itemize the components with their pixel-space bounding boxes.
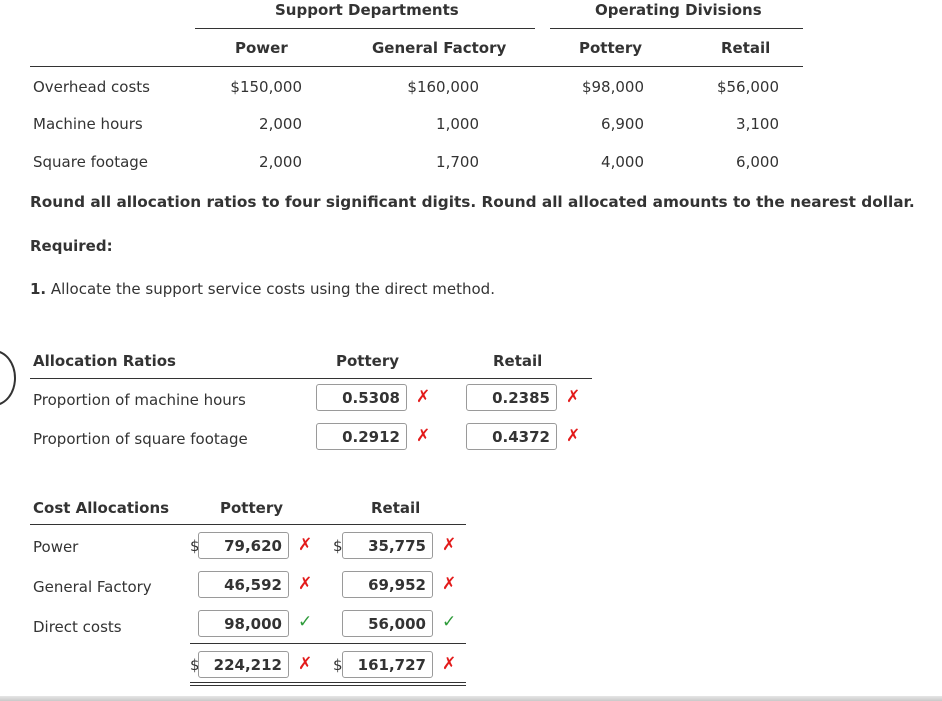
cost-allocations-title: Cost Allocations [33, 499, 170, 517]
page-bottom-edge [0, 696, 942, 701]
allocation-power-retail-input[interactable]: 35,775 [342, 532, 433, 559]
allocation-ratios-title: Allocation Ratios [33, 352, 176, 370]
support-divider [195, 28, 535, 29]
task-instruction: 1. Allocate the support service costs us… [30, 280, 495, 298]
operating-divider [550, 28, 803, 29]
task-number: 1. [30, 280, 47, 298]
column-header-pottery: Pottery [579, 39, 642, 57]
square-footage-general-factory: 1,700 [436, 153, 479, 171]
dollar-sign: $ [333, 537, 343, 555]
incorrect-icon: ✗ [416, 426, 431, 446]
incorrect-icon: ✗ [298, 574, 313, 594]
column-header-general-factory: General Factory [372, 39, 507, 57]
allocations-header-divider [30, 524, 466, 525]
ratios-header-divider [30, 378, 592, 379]
required-label: Required: [30, 237, 113, 255]
allocation-total-retail-input[interactable]: 161,727 [342, 651, 433, 678]
allocation-general-factory-retail-input[interactable]: 69,952 [342, 571, 433, 598]
allocation-label-general-factory: General Factory [33, 578, 152, 596]
column-header-power: Power [235, 39, 288, 57]
machine-hours-power: 2,000 [259, 115, 302, 133]
machine-hours-general-factory: 1,000 [436, 115, 479, 133]
overhead-power: $150,000 [230, 78, 302, 96]
square-footage-pottery: 4,000 [601, 153, 644, 171]
incorrect-icon: ✗ [442, 574, 457, 594]
ratio-square-footage-retail-input[interactable]: 0.4372 [466, 423, 557, 450]
ratio-square-footage-pottery-input[interactable]: 0.2912 [316, 423, 407, 450]
row-label-machine-hours: Machine hours [33, 115, 143, 133]
rounding-instruction: Round all allocation ratios to four sign… [30, 193, 915, 211]
incorrect-icon: ✗ [442, 654, 457, 674]
incorrect-icon: ✗ [298, 535, 313, 555]
ratio-label-square-footage: Proportion of square footage [33, 430, 248, 448]
overhead-pottery: $98,000 [581, 78, 644, 96]
ratio-machine-hours-pottery-input[interactable]: 0.5308 [316, 384, 407, 411]
total-double-rule-2 [190, 685, 466, 686]
square-footage-retail: 6,000 [736, 153, 779, 171]
check-icon: ✓ [298, 612, 313, 632]
support-departments-header: Support Departments [275, 1, 459, 19]
allocation-label-direct-costs: Direct costs [33, 618, 122, 636]
total-double-rule-1 [190, 682, 466, 683]
operating-divisions-header: Operating Divisions [595, 1, 762, 19]
check-icon: ✓ [442, 612, 457, 632]
incorrect-icon: ✗ [566, 426, 581, 446]
allocation-label-power: Power [33, 538, 79, 556]
row-label-overhead-costs: Overhead costs [33, 78, 150, 96]
machine-hours-retail: 3,100 [736, 115, 779, 133]
column-header-retail: Retail [721, 39, 771, 57]
dollar-sign: $ [190, 537, 200, 555]
allocation-power-pottery-input[interactable]: 79,620 [198, 532, 289, 559]
ratio-label-machine-hours: Proportion of machine hours [33, 391, 246, 409]
row-label-square-footage: Square footage [33, 153, 149, 171]
allocation-direct-costs-pottery-input[interactable]: 98,000 [198, 610, 289, 637]
dollar-sign: $ [190, 656, 200, 674]
ratio-machine-hours-retail-input[interactable]: 0.2385 [466, 384, 557, 411]
overhead-retail: $56,000 [716, 78, 779, 96]
allocation-general-factory-pottery-input[interactable]: 46,592 [198, 571, 289, 598]
overhead-general-factory: $160,000 [407, 78, 479, 96]
header-divider [30, 66, 803, 67]
machine-hours-pottery: 6,900 [601, 115, 644, 133]
ratios-column-pottery: Pottery [336, 352, 399, 370]
allocation-total-pottery-input[interactable]: 224,212 [198, 651, 289, 678]
allocations-column-pottery: Pottery [220, 499, 283, 517]
incorrect-icon: ✗ [442, 535, 457, 555]
task-text: Allocate the support service costs using… [50, 280, 495, 298]
square-footage-power: 2,000 [259, 153, 302, 171]
total-top-rule [190, 643, 466, 644]
allocations-column-retail: Retail [371, 499, 421, 517]
dollar-sign: $ [333, 656, 343, 674]
incorrect-icon: ✗ [566, 387, 581, 407]
ratios-column-retail: Retail [493, 352, 543, 370]
question-marker-circle [0, 350, 16, 406]
incorrect-icon: ✗ [416, 387, 431, 407]
allocation-direct-costs-retail-input[interactable]: 56,000 [342, 610, 433, 637]
incorrect-icon: ✗ [298, 654, 313, 674]
